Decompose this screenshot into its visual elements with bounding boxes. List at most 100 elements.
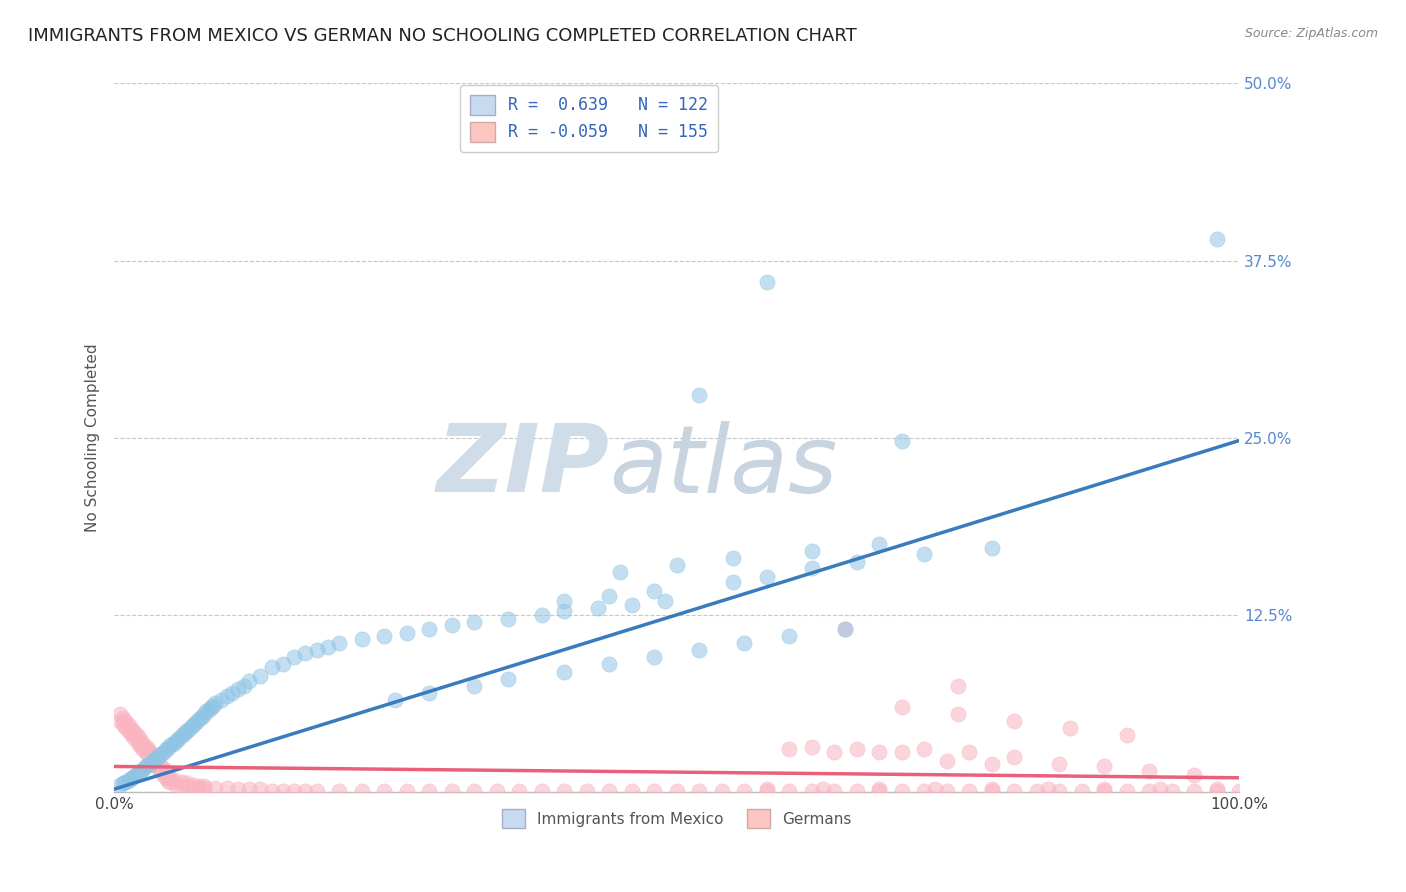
Point	[688, 643, 710, 657]
Point	[688, 783, 710, 797]
Point	[586, 600, 609, 615]
Point	[1036, 782, 1059, 797]
Point	[328, 636, 350, 650]
Point	[778, 783, 800, 797]
Point	[155, 742, 177, 756]
Point	[118, 725, 141, 739]
Point	[710, 783, 733, 797]
Point	[260, 783, 283, 797]
Point	[643, 583, 665, 598]
Point	[1002, 783, 1025, 797]
Point	[215, 689, 238, 703]
Point	[688, 388, 710, 402]
Point	[121, 771, 143, 785]
Point	[778, 629, 800, 643]
Point	[139, 745, 162, 759]
Point	[176, 776, 198, 790]
Point	[136, 758, 159, 772]
Point	[1115, 728, 1137, 742]
Point	[328, 783, 350, 797]
Point	[204, 696, 226, 710]
Point	[197, 703, 219, 717]
Text: ZIP: ZIP	[436, 420, 609, 512]
Point	[755, 783, 778, 797]
Point	[935, 783, 957, 797]
Point	[305, 643, 328, 657]
Point	[373, 629, 395, 643]
Point	[912, 742, 935, 756]
Point	[108, 714, 131, 728]
Point	[980, 541, 1002, 556]
Point	[283, 650, 305, 665]
Point	[845, 742, 868, 756]
Point	[129, 739, 152, 754]
Point	[946, 706, 969, 721]
Point	[1070, 783, 1092, 797]
Point	[221, 686, 243, 700]
Point	[195, 704, 218, 718]
Point	[575, 783, 598, 797]
Point	[271, 783, 294, 797]
Point	[868, 745, 890, 759]
Point	[643, 783, 665, 797]
Point	[1002, 714, 1025, 728]
Point	[890, 434, 912, 448]
Point	[114, 775, 136, 789]
Point	[665, 783, 688, 797]
Point	[598, 657, 620, 672]
Point	[135, 745, 157, 759]
Point	[128, 731, 150, 745]
Point	[924, 782, 946, 797]
Point	[181, 778, 204, 792]
Point	[157, 768, 180, 782]
Point	[755, 782, 778, 797]
Point	[159, 738, 181, 752]
Point	[124, 725, 146, 739]
Point	[150, 747, 173, 761]
Point	[135, 739, 157, 754]
Point	[733, 783, 755, 797]
Point	[152, 768, 174, 782]
Point	[157, 773, 180, 788]
Point	[124, 769, 146, 783]
Point	[200, 700, 222, 714]
Point	[136, 742, 159, 756]
Point	[598, 783, 620, 797]
Point	[530, 607, 553, 622]
Point	[159, 771, 181, 785]
Point	[418, 686, 440, 700]
Point	[1205, 782, 1227, 797]
Point	[202, 698, 225, 713]
Point	[177, 723, 200, 737]
Point	[463, 615, 485, 629]
Point	[305, 783, 328, 797]
Point	[598, 590, 620, 604]
Point	[166, 732, 188, 747]
Point	[957, 745, 980, 759]
Point	[508, 783, 530, 797]
Point	[890, 783, 912, 797]
Point	[191, 710, 214, 724]
Point	[283, 783, 305, 797]
Point	[834, 622, 856, 636]
Point	[845, 783, 868, 797]
Point	[316, 640, 339, 655]
Point	[620, 598, 643, 612]
Point	[800, 561, 823, 575]
Text: atlas: atlas	[609, 420, 838, 511]
Point	[1137, 764, 1160, 778]
Point	[935, 754, 957, 768]
Point	[1149, 782, 1171, 797]
Point	[553, 783, 575, 797]
Point	[946, 679, 969, 693]
Point	[181, 718, 204, 732]
Point	[249, 669, 271, 683]
Point	[162, 737, 184, 751]
Point	[418, 622, 440, 636]
Point	[108, 778, 131, 792]
Point	[148, 748, 170, 763]
Point	[395, 783, 418, 797]
Point	[121, 728, 143, 742]
Point	[665, 558, 688, 573]
Point	[155, 765, 177, 780]
